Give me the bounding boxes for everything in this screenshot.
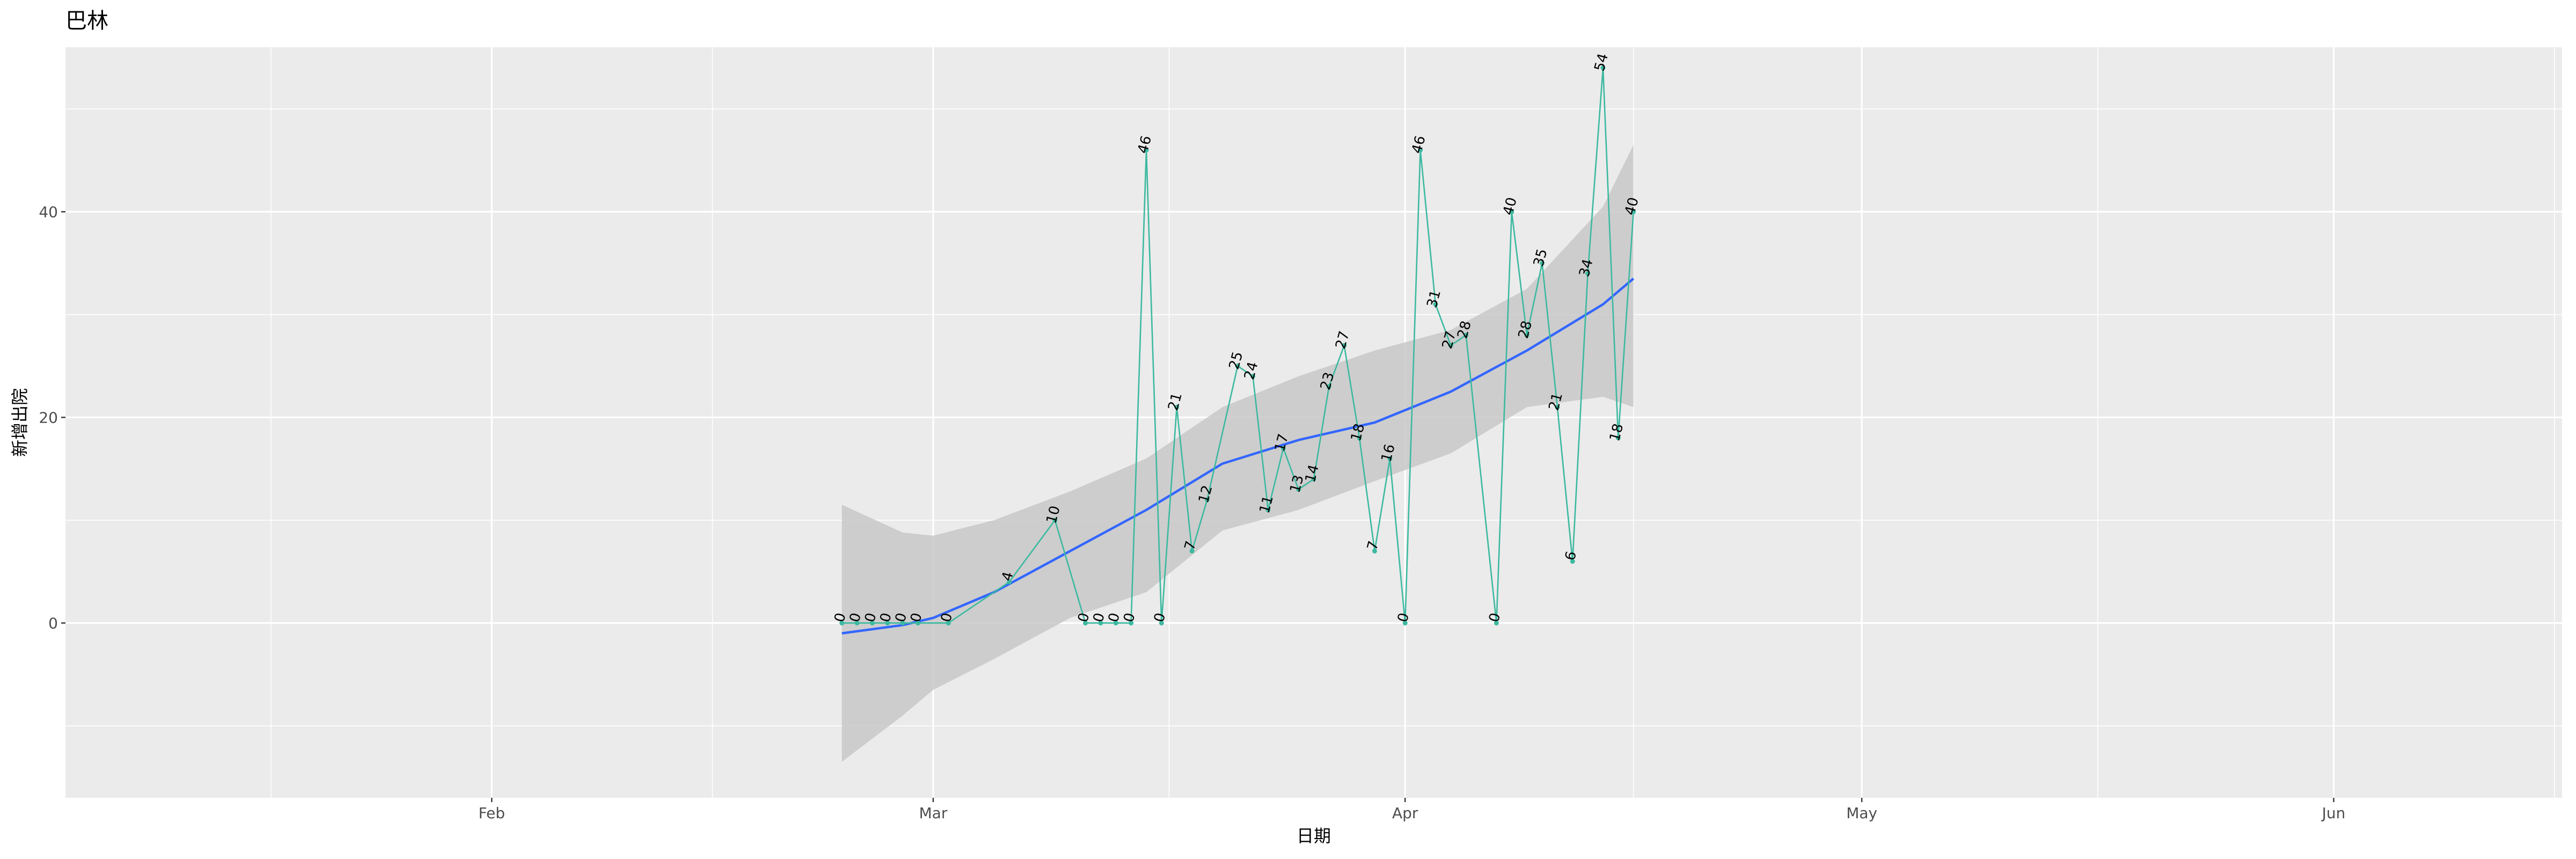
data-point: [1555, 404, 1560, 410]
x-tick-label: Apr: [1392, 804, 1418, 822]
data-point: [1129, 620, 1134, 625]
data-point: [1600, 65, 1606, 70]
x-tick-label: Mar: [919, 804, 947, 822]
data-point: [1144, 148, 1149, 153]
y-tick-label: 20: [39, 409, 58, 426]
data-point: [1494, 620, 1499, 625]
y-tick-label: 0: [48, 614, 58, 632]
data-label: 0: [1091, 611, 1108, 624]
data-point: [1098, 620, 1103, 625]
data-point: [1418, 148, 1423, 153]
data-point: [1539, 260, 1545, 266]
data-label: 7: [1364, 539, 1382, 552]
x-tick-label: May: [1846, 804, 1877, 822]
data-point: [1113, 620, 1118, 625]
data-point: [1387, 456, 1393, 461]
data-point: [869, 620, 875, 625]
series-line: [841, 67, 1634, 624]
data-point: [1159, 620, 1164, 625]
data-point: [1402, 620, 1408, 625]
data-label: 0: [1075, 611, 1093, 624]
data-point: [1265, 507, 1271, 513]
data-point: [839, 620, 845, 625]
data-point: [1631, 209, 1636, 214]
data-point: [1174, 404, 1180, 410]
data-label: 0: [908, 611, 925, 624]
data-point: [1342, 343, 1347, 348]
chart-title: 巴林: [65, 9, 108, 33]
data-point: [1615, 435, 1621, 441]
y-tick-label: 40: [39, 203, 58, 221]
data-point: [1235, 363, 1240, 369]
data-point: [854, 620, 860, 625]
data-point: [946, 620, 951, 625]
data-point: [1357, 435, 1362, 441]
confidence-band-area: [841, 144, 1634, 762]
data-label: 0: [1121, 611, 1138, 624]
data-label: 0: [1151, 611, 1169, 624]
data-label: 0: [877, 611, 895, 624]
data-label: 6: [1562, 550, 1580, 563]
data-label: 0: [831, 611, 849, 624]
data-point: [1296, 486, 1301, 492]
x-axis-label: 日期: [1297, 826, 1331, 846]
data-point: [1585, 271, 1591, 276]
data-point: [1448, 343, 1453, 348]
data-point: [1570, 559, 1575, 564]
y-axis: 0 20 40: [39, 203, 65, 632]
data-label: 0: [862, 611, 880, 624]
data-point: [885, 620, 890, 625]
data-label: 0: [847, 611, 865, 624]
data-point: [1524, 332, 1529, 338]
data-point: [1311, 476, 1316, 482]
data-point: [1326, 384, 1331, 389]
x-axis: Feb Mar Apr May Jun: [478, 798, 2345, 822]
data-point: [1372, 548, 1377, 554]
data-point: [1463, 332, 1469, 338]
data-point: [1280, 446, 1286, 451]
data-point: [915, 620, 920, 625]
x-tick-label: Feb: [478, 804, 505, 822]
x-tick-label: Jun: [2321, 804, 2346, 822]
data-point: [1204, 497, 1210, 503]
data-label: 0: [938, 611, 956, 624]
data-point: [1083, 620, 1088, 625]
data-point: [1509, 209, 1514, 214]
data-label: 0: [1395, 611, 1413, 624]
data-point: [900, 620, 905, 625]
data-label: 0: [892, 611, 910, 624]
data-label: 4: [999, 570, 1016, 583]
data-point: [1007, 579, 1012, 585]
data-line-layer: [841, 67, 1634, 624]
confidence-band: [841, 144, 1634, 762]
data-label: 0: [1106, 611, 1123, 624]
smooth-trend-line: [841, 278, 1635, 635]
data-point: [1433, 302, 1438, 307]
data-label: 0: [1486, 611, 1504, 624]
data-points-layer: [839, 65, 1636, 625]
data-point: [1052, 518, 1058, 523]
data-point: [1189, 548, 1195, 554]
smooth-line-layer: [841, 278, 1635, 635]
data-label: 7: [1182, 539, 1199, 552]
data-point: [1250, 374, 1256, 379]
grid-lines: [65, 47, 2562, 798]
y-axis-label: 新增出院: [10, 388, 30, 457]
